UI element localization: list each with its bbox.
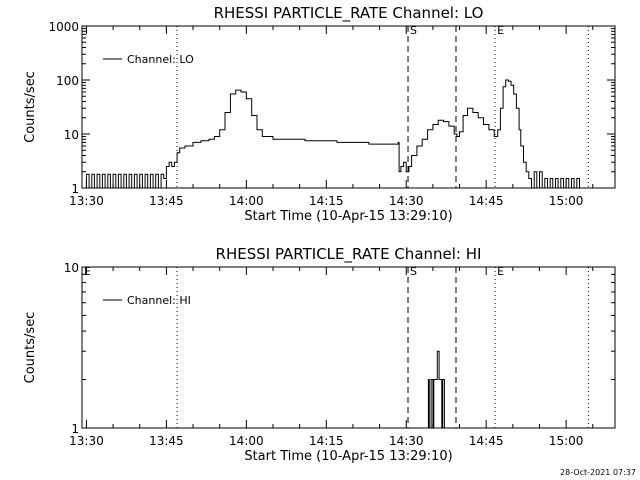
x-tick-label: 14:30: [389, 194, 424, 208]
x-tick-label: 14:15: [309, 194, 344, 208]
y-tick-label: 10: [64, 128, 79, 142]
y-axis-label: Counts/sec: [23, 71, 38, 143]
x-tick-label: 14:00: [229, 194, 264, 208]
footer-timestamp: 28-Oct-2021 07:37: [560, 468, 636, 477]
event-marker-label: E: [84, 265, 91, 278]
y-tick-label: 100: [56, 74, 79, 88]
x-tick-label: 14:45: [469, 434, 504, 448]
x-tick-label: 14:00: [229, 434, 264, 448]
event-marker-label: S: [410, 24, 417, 37]
chart-title: RHESSI PARTICLE_RATE Channel: LO: [214, 4, 484, 23]
x-tick-label: 13:45: [149, 194, 184, 208]
event-marker-label: E: [497, 24, 504, 37]
series-line-1: [82, 79, 591, 189]
event-marker-label: E: [497, 265, 504, 278]
x-tick-label: 14:45: [469, 194, 504, 208]
y-tick-label: 1: [71, 422, 79, 436]
y-tick-label: 10: [64, 261, 79, 275]
series-line-1: [426, 350, 447, 429]
plot-frame: [81, 266, 616, 429]
x-tick-label: 14:30: [389, 434, 424, 448]
x-tick-label: 13:30: [69, 434, 104, 448]
x-tick-label: 15:00: [549, 434, 584, 448]
y-axis-label: Counts/sec: [23, 312, 38, 384]
y-tick-label: 1: [71, 182, 79, 196]
chart-panel-1: RHESSI PARTICLE_RATE Channel: LO 1 10 100 10…: [23, 4, 616, 224]
y-tick-label: 1000: [48, 20, 79, 34]
legend-label: Channel: LO: [127, 53, 194, 66]
legend-label: Channel: HI: [127, 294, 191, 307]
x-axis-label: Start Time (10-Apr-15 13:29:10): [244, 449, 452, 464]
x-tick-label: 15:00: [549, 194, 584, 208]
x-axis-label: Start Time (10-Apr-15 13:29:10): [244, 209, 452, 224]
x-tick-label: 13:30: [69, 194, 104, 208]
chart-panel-2: RHESSI PARTICLE_RATE Channel: HI 1 10 13:30…: [23, 245, 616, 464]
x-tick-label: 14:15: [309, 434, 344, 448]
chart-title: RHESSI PARTICLE_RATE Channel: HI: [216, 245, 482, 264]
plot-frame: [81, 25, 616, 189]
x-tick-label: 13:45: [149, 434, 184, 448]
event-marker-label: S: [410, 265, 417, 278]
